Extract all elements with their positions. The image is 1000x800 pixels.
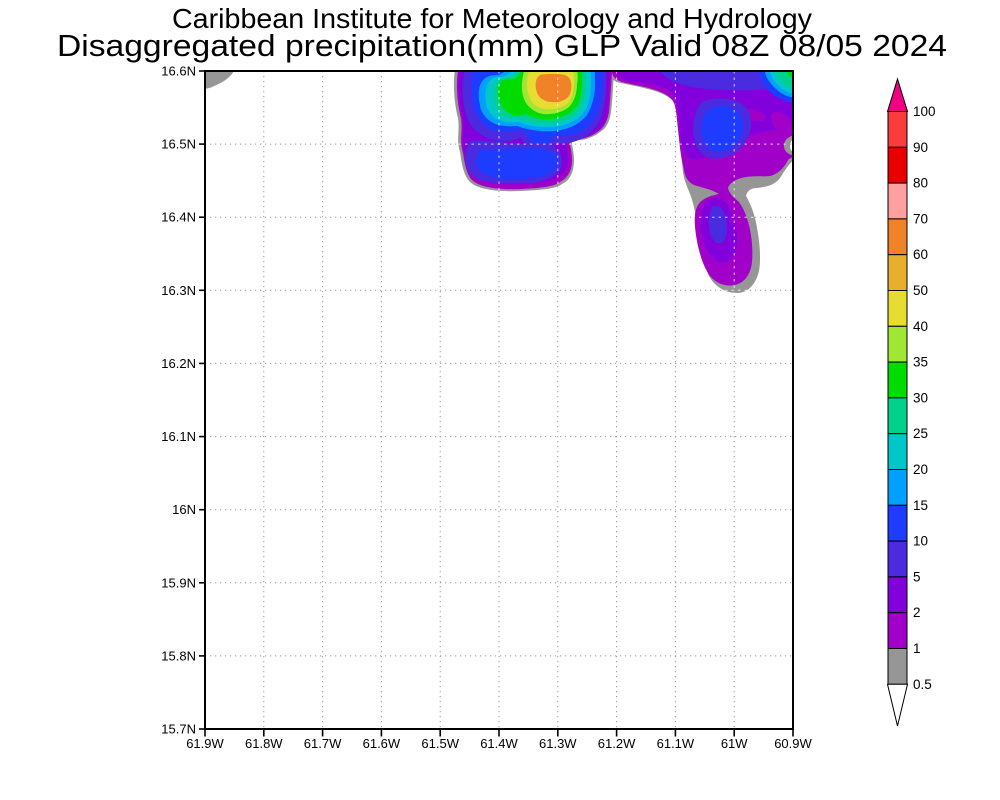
svg-text:30: 30 <box>913 390 928 405</box>
svg-text:16N: 16N <box>172 502 196 517</box>
svg-text:80: 80 <box>913 176 928 191</box>
svg-text:61.2W: 61.2W <box>598 736 636 751</box>
svg-text:61.1W: 61.1W <box>657 736 695 751</box>
svg-text:35: 35 <box>913 355 928 370</box>
svg-text:61W: 61W <box>721 736 748 751</box>
svg-text:15: 15 <box>913 498 928 513</box>
svg-text:61.8W: 61.8W <box>245 736 283 751</box>
svg-text:Caribbean Institute for Meteor: Caribbean Institute for Meteorology and … <box>172 3 812 34</box>
svg-text:60.9W: 60.9W <box>774 736 812 751</box>
svg-text:25: 25 <box>913 426 928 441</box>
svg-text:61.4W: 61.4W <box>480 736 518 751</box>
svg-text:16.6N: 16.6N <box>161 64 196 79</box>
svg-text:61.3W: 61.3W <box>539 736 577 751</box>
svg-text:20: 20 <box>913 462 928 477</box>
svg-text:16.4N: 16.4N <box>161 210 196 225</box>
svg-text:15.8N: 15.8N <box>161 648 196 663</box>
svg-text:100: 100 <box>913 104 936 119</box>
svg-text:15.7N: 15.7N <box>161 722 196 737</box>
svg-text:2: 2 <box>913 605 921 620</box>
svg-text:1: 1 <box>913 641 921 656</box>
svg-text:16.3N: 16.3N <box>161 283 196 298</box>
svg-text:10: 10 <box>913 534 928 549</box>
svg-text:0.5: 0.5 <box>913 677 932 692</box>
svg-text:90: 90 <box>913 140 928 155</box>
svg-text:16.5N: 16.5N <box>161 137 196 152</box>
svg-text:Disaggregated precipitation(mm: Disaggregated precipitation(mm) GLP Vali… <box>57 28 947 63</box>
svg-text:61.6W: 61.6W <box>363 736 401 751</box>
svg-text:61.7W: 61.7W <box>304 736 342 751</box>
svg-text:40: 40 <box>913 319 928 334</box>
svg-text:61.5W: 61.5W <box>421 736 459 751</box>
svg-text:60: 60 <box>913 247 928 262</box>
svg-text:15.9N: 15.9N <box>161 575 196 590</box>
svg-text:70: 70 <box>913 211 928 226</box>
svg-text:16.2N: 16.2N <box>161 356 196 371</box>
svg-text:16.1N: 16.1N <box>161 429 196 444</box>
svg-text:5: 5 <box>913 569 921 584</box>
svg-text:50: 50 <box>913 283 928 298</box>
svg-text:61.9W: 61.9W <box>186 736 224 751</box>
